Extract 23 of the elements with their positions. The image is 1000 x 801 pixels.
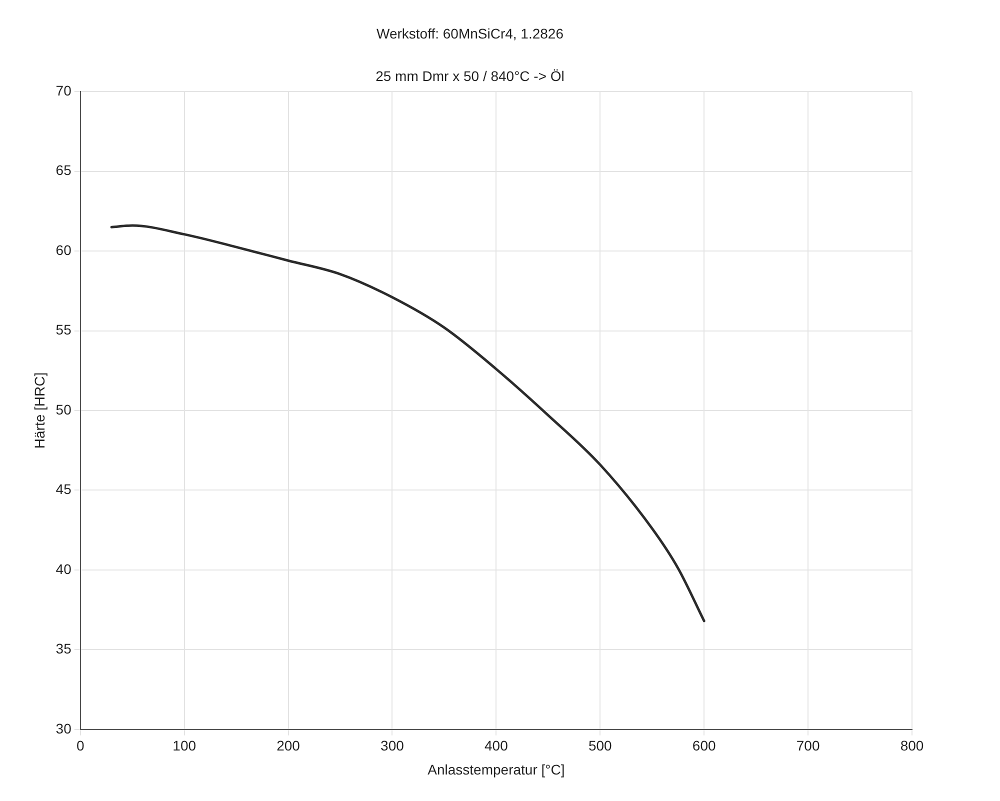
y-tick-label: 70 bbox=[56, 82, 72, 98]
x-tick-label: 300 bbox=[380, 738, 404, 754]
x-tick-label: 600 bbox=[692, 738, 716, 754]
x-tick-label: 200 bbox=[276, 738, 300, 754]
x-tick-label: 500 bbox=[588, 738, 612, 754]
y-axis-title: Härte [HRC] bbox=[31, 372, 48, 449]
y-tick-label: 60 bbox=[56, 242, 72, 258]
chart-title: Werkstoff: 60MnSiCr4, 1.2826 bbox=[376, 25, 564, 42]
y-tick-label: 45 bbox=[56, 481, 72, 498]
x-axis-title: Anlasstemperatur [°C] bbox=[428, 761, 565, 778]
x-tick-label: 400 bbox=[484, 738, 508, 754]
y-tick-label: 55 bbox=[56, 322, 72, 338]
x-tick-label: 800 bbox=[900, 738, 924, 754]
x-tick-label: 700 bbox=[796, 738, 820, 754]
y-tick-label: 40 bbox=[56, 560, 72, 577]
x-tick-label: 0 bbox=[76, 738, 84, 754]
y-tick-label: 65 bbox=[56, 162, 72, 178]
line-series bbox=[110, 224, 706, 622]
chart-subtitle: 25 mm Dmr x 50 / 840°C -> Öl bbox=[376, 68, 564, 84]
x-tick-label: 100 bbox=[172, 738, 196, 754]
y-tick-label: 30 bbox=[56, 720, 72, 736]
y-tick-label: 35 bbox=[56, 640, 72, 657]
y-tick-label: 50 bbox=[56, 401, 72, 418]
